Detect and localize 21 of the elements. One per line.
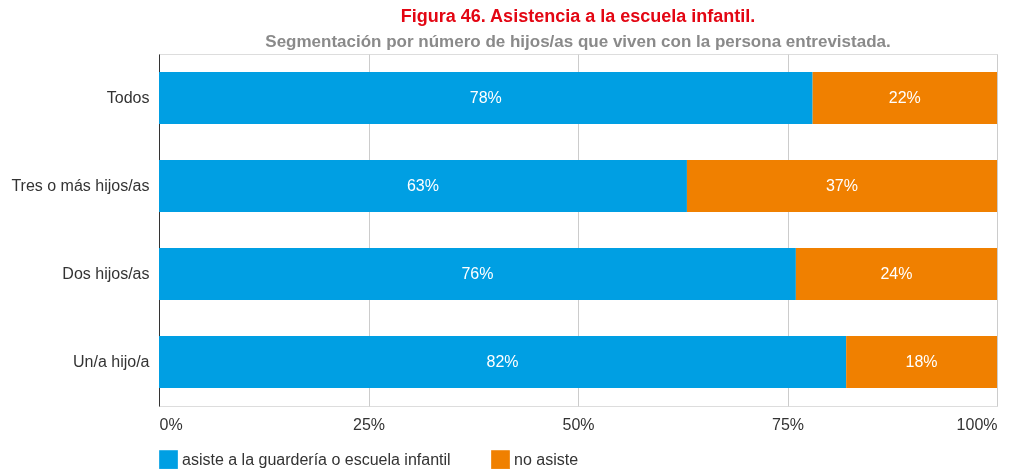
y-tick-label: Todos: [106, 89, 150, 106]
data-label: 76%: [461, 265, 494, 282]
y-tick-label: Dos hijos/as: [62, 265, 150, 282]
x-tick-label: 75%: [771, 415, 805, 433]
chart-title: Figura 46. Asistencia a la escuela infantil.: [400, 6, 756, 26]
data-label: 22%: [888, 89, 921, 106]
y-tick-label: Tres o más hijos/as: [11, 177, 150, 194]
x-tick-label: 50%: [562, 415, 595, 433]
x-tick-label: 0%: [159, 415, 183, 433]
legend-label: asiste a la guardería o escuela infantil: [182, 450, 451, 468]
data-label: 18%: [905, 353, 938, 370]
y-tick-label: Un/a hijo/a: [73, 353, 150, 370]
legend-label: no asiste: [514, 450, 579, 468]
chart-subtitle: Segmentación por número de hijos/as que viven con la persona entrevistada.: [265, 32, 891, 51]
x-tick-label: 100%: [956, 415, 998, 433]
data-label: 37%: [825, 177, 858, 194]
data-label: 82%: [486, 353, 519, 370]
data-label: 63%: [406, 177, 439, 194]
data-label: 78%: [469, 89, 502, 106]
x-tick-label: 25%: [352, 415, 386, 433]
data-label: 24%: [880, 265, 913, 282]
